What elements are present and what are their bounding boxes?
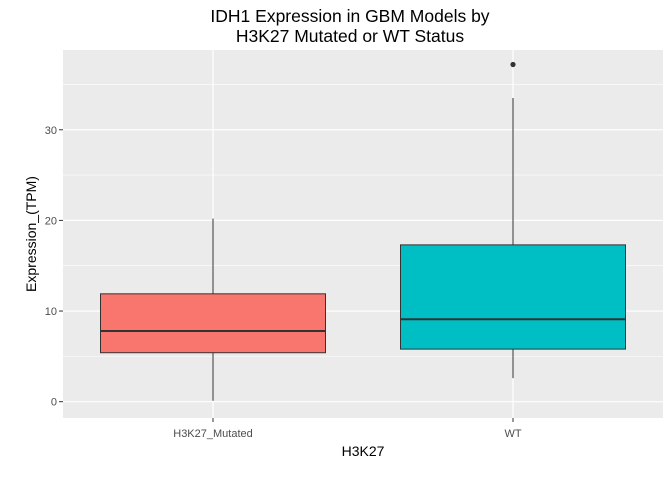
y-axis-title: Expression_(TPM)	[23, 176, 39, 292]
box-h3k27-mutated	[100, 293, 326, 354]
chart-title-line-2: H3K27 Mutated or WT Status	[235, 26, 465, 46]
x-axis: H3K27_Mutated WT	[173, 418, 522, 440]
boxplot-series	[100, 61, 626, 401]
outlier-point-wt	[510, 61, 516, 68]
x-tick-label: H3K27_Mutated	[173, 428, 253, 440]
y-tick-label: 30	[45, 125, 57, 137]
y-tick-label: 10	[45, 306, 57, 318]
y-tick-label: 0	[51, 397, 57, 409]
x-tick-label: WT	[504, 428, 521, 440]
box-wt	[400, 244, 626, 350]
chart-title-line-1: IDH1 Expression in GBM Models by	[210, 6, 490, 26]
y-tick-label: 20	[45, 215, 57, 227]
x-axis-title: H3K27	[342, 443, 385, 459]
plot-panel	[63, 50, 663, 418]
y-axis: 0 10 20 30	[45, 125, 63, 409]
